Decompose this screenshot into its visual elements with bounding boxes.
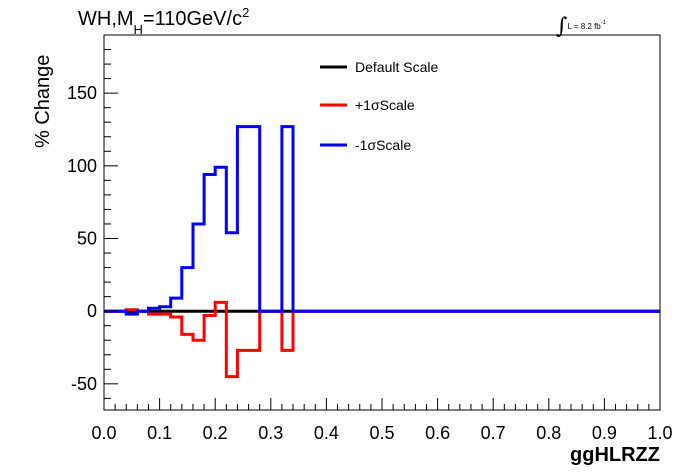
y-tick-label: 150: [67, 83, 97, 103]
y-tick-label: 50: [77, 228, 97, 248]
plot-frame: [103, 34, 661, 411]
legend: Default Scale +1σScale -1σScale: [320, 59, 438, 153]
title-part-superscript: 2: [242, 5, 250, 20]
x-tick-label: 1.0: [647, 423, 672, 443]
x-tick-label: 0.5: [369, 423, 394, 443]
x-tick-label: 0.3: [258, 423, 283, 443]
integral-sign-icon: ∫: [556, 14, 568, 39]
x-tick-label: 0.6: [425, 423, 450, 443]
chart-title: WH,MH=110GeV/c2: [78, 5, 250, 37]
y-tick-label: 100: [67, 156, 97, 176]
title-part-subscript: H: [133, 22, 143, 37]
series-layer: [104, 125, 660, 379]
x-tick-label: 0.0: [91, 423, 116, 443]
y-tick-label: -50: [71, 374, 97, 394]
y-tick-label: 0: [87, 301, 97, 321]
lumi-superscript: -1: [600, 20, 607, 26]
x-tick-label: 0.9: [592, 423, 617, 443]
legend-label: Default Scale: [355, 59, 438, 75]
x-tick-label: 0.1: [147, 423, 172, 443]
x-tick-label: 0.7: [481, 423, 506, 443]
x-tick-label: 0.8: [536, 423, 561, 443]
legend-label: +1σScale: [355, 97, 415, 113]
x-tick-label: 0.2: [203, 423, 228, 443]
x-tick-label: 0.4: [314, 423, 339, 443]
luminosity-label: ∫L = 8.2 fb-1: [556, 10, 607, 39]
title-part-value: =110GeV/c: [142, 8, 243, 30]
x-axis-label: ggHLRZZ: [570, 444, 660, 466]
legend-label: -1σScale: [355, 137, 411, 153]
title-part-main: WH,M: [78, 8, 134, 30]
lumi-text: L = 8.2 fb: [567, 22, 601, 31]
series-line-2: [104, 125, 660, 316]
series-line-1: [104, 300, 660, 379]
axes-layer: 0.0 0.1 0.2 0.3 0.4 0.5 0.6 0.7 0.8 0.9 1.0 -50 0 50 1…: [67, 49, 673, 443]
y-axis-label: % Change: [32, 55, 54, 148]
